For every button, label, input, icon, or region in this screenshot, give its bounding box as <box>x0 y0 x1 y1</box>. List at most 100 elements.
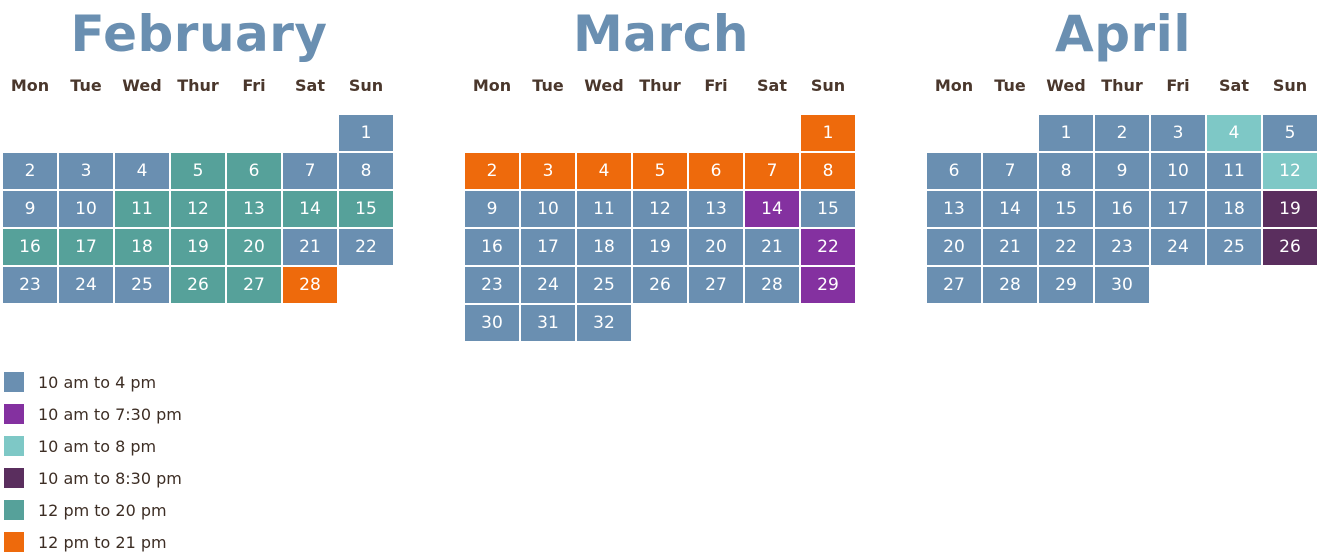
day-cell[interactable]: 26 <box>1263 229 1317 265</box>
day-cell[interactable]: 19 <box>633 229 687 265</box>
legend-label: 10 am to 7:30 pm <box>38 404 182 424</box>
day-cell[interactable]: 17 <box>521 229 575 265</box>
day-cell[interactable]: 15 <box>1039 191 1093 227</box>
day-cell[interactable]: 28 <box>283 267 337 303</box>
day-cell[interactable]: 7 <box>983 153 1037 189</box>
day-cell[interactable]: 21 <box>283 229 337 265</box>
day-cell[interactable]: 8 <box>1039 153 1093 189</box>
day-cell[interactable]: 9 <box>3 191 57 227</box>
day-cell[interactable]: 12 <box>171 191 225 227</box>
day-cell[interactable]: 27 <box>927 267 981 303</box>
day-cell[interactable]: 12 <box>1263 153 1317 189</box>
day-cell[interactable]: 3 <box>521 153 575 189</box>
day-cell[interactable]: 4 <box>577 153 631 189</box>
day-cell[interactable]: 28 <box>983 267 1037 303</box>
day-cell[interactable]: 18 <box>115 229 169 265</box>
day-cell[interactable]: 10 <box>521 191 575 227</box>
day-cell[interactable]: 6 <box>689 153 743 189</box>
day-cell[interactable]: 15 <box>801 191 855 227</box>
weekday-label: Wed <box>584 76 624 95</box>
day-cell[interactable]: 6 <box>227 153 281 189</box>
day-cell[interactable]: 25 <box>1207 229 1261 265</box>
day-cell[interactable]: 17 <box>1151 191 1205 227</box>
day-cell[interactable]: 22 <box>339 229 393 265</box>
day-cell[interactable]: 6 <box>927 153 981 189</box>
day-cell[interactable]: 22 <box>801 229 855 265</box>
day-cell[interactable]: 17 <box>59 229 113 265</box>
day-cell[interactable]: 27 <box>689 267 743 303</box>
day-cell[interactable]: 25 <box>115 267 169 303</box>
day-cell[interactable]: 5 <box>171 153 225 189</box>
day-cell[interactable]: 2 <box>465 153 519 189</box>
day-cell[interactable]: 25 <box>577 267 631 303</box>
day-cell[interactable]: 7 <box>283 153 337 189</box>
day-cell[interactable]: 11 <box>577 191 631 227</box>
day-cell[interactable]: 19 <box>171 229 225 265</box>
day-cell[interactable]: 4 <box>115 153 169 189</box>
day-cell[interactable]: 26 <box>171 267 225 303</box>
day-cell[interactable]: 4 <box>1207 115 1261 151</box>
day-cell[interactable]: 5 <box>1263 115 1317 151</box>
day-cell[interactable]: 18 <box>1207 191 1261 227</box>
day-cell[interactable]: 32 <box>577 305 631 341</box>
day-cell[interactable]: 8 <box>339 153 393 189</box>
weekday-label: Fri <box>1166 76 1190 95</box>
day-cell[interactable]: 23 <box>465 267 519 303</box>
day-cell[interactable]: 24 <box>59 267 113 303</box>
day-cell[interactable]: 11 <box>115 191 169 227</box>
day-cell[interactable]: 20 <box>927 229 981 265</box>
day-cell[interactable]: 18 <box>577 229 631 265</box>
day-cell[interactable]: 24 <box>1151 229 1205 265</box>
day-cell[interactable]: 1 <box>339 115 393 151</box>
day-cell[interactable]: 13 <box>227 191 281 227</box>
day-cell[interactable]: 21 <box>745 229 799 265</box>
day-cell[interactable]: 3 <box>59 153 113 189</box>
day-cell[interactable]: 9 <box>1095 153 1149 189</box>
day-cell[interactable]: 30 <box>1095 267 1149 303</box>
day-cell[interactable]: 20 <box>689 229 743 265</box>
day-cell[interactable]: 16 <box>465 229 519 265</box>
day-cell[interactable]: 23 <box>1095 229 1149 265</box>
day-cell[interactable]: 13 <box>927 191 981 227</box>
day-cell[interactable]: 30 <box>465 305 519 341</box>
day-cell[interactable]: 1 <box>1039 115 1093 151</box>
weekday-label: Tue <box>532 76 564 95</box>
day-cell[interactable]: 29 <box>801 267 855 303</box>
day-cell[interactable]: 3 <box>1151 115 1205 151</box>
day-cell[interactable]: 19 <box>1263 191 1317 227</box>
day-cell[interactable]: 28 <box>745 267 799 303</box>
day-cell[interactable]: 5 <box>633 153 687 189</box>
day-cell[interactable]: 29 <box>1039 267 1093 303</box>
day-cell[interactable]: 10 <box>1151 153 1205 189</box>
weekday-label: Mon <box>10 76 50 95</box>
day-cell[interactable]: 1 <box>801 115 855 151</box>
day-cell[interactable]: 13 <box>689 191 743 227</box>
day-cell[interactable]: 11 <box>1207 153 1261 189</box>
weekday-label: Tue <box>70 76 102 95</box>
day-cell[interactable]: 31 <box>521 305 575 341</box>
day-cell[interactable]: 7 <box>745 153 799 189</box>
day-cell[interactable]: 16 <box>3 229 57 265</box>
weekday-header: Mon Tue Wed Thur Fri Sat Sun <box>3 76 395 106</box>
day-cell[interactable]: 24 <box>521 267 575 303</box>
day-cell[interactable]: 8 <box>801 153 855 189</box>
weekday-header: Mon Tue Wed Thur Fri Sat Sun <box>465 76 857 106</box>
day-cell[interactable]: 22 <box>1039 229 1093 265</box>
day-cell[interactable]: 23 <box>3 267 57 303</box>
day-cell[interactable]: 2 <box>3 153 57 189</box>
day-cell[interactable]: 14 <box>283 191 337 227</box>
day-cell[interactable]: 27 <box>227 267 281 303</box>
day-cell[interactable]: 12 <box>633 191 687 227</box>
month-title: February <box>70 5 328 63</box>
day-cell[interactable]: 20 <box>227 229 281 265</box>
day-cell[interactable]: 15 <box>339 191 393 227</box>
day-cell[interactable]: 16 <box>1095 191 1149 227</box>
weekday-label: Mon <box>472 76 512 95</box>
day-cell[interactable]: 2 <box>1095 115 1149 151</box>
day-cell[interactable]: 26 <box>633 267 687 303</box>
day-cell[interactable]: 14 <box>745 191 799 227</box>
day-cell[interactable]: 21 <box>983 229 1037 265</box>
day-cell[interactable]: 14 <box>983 191 1037 227</box>
day-cell[interactable]: 9 <box>465 191 519 227</box>
day-cell[interactable]: 10 <box>59 191 113 227</box>
